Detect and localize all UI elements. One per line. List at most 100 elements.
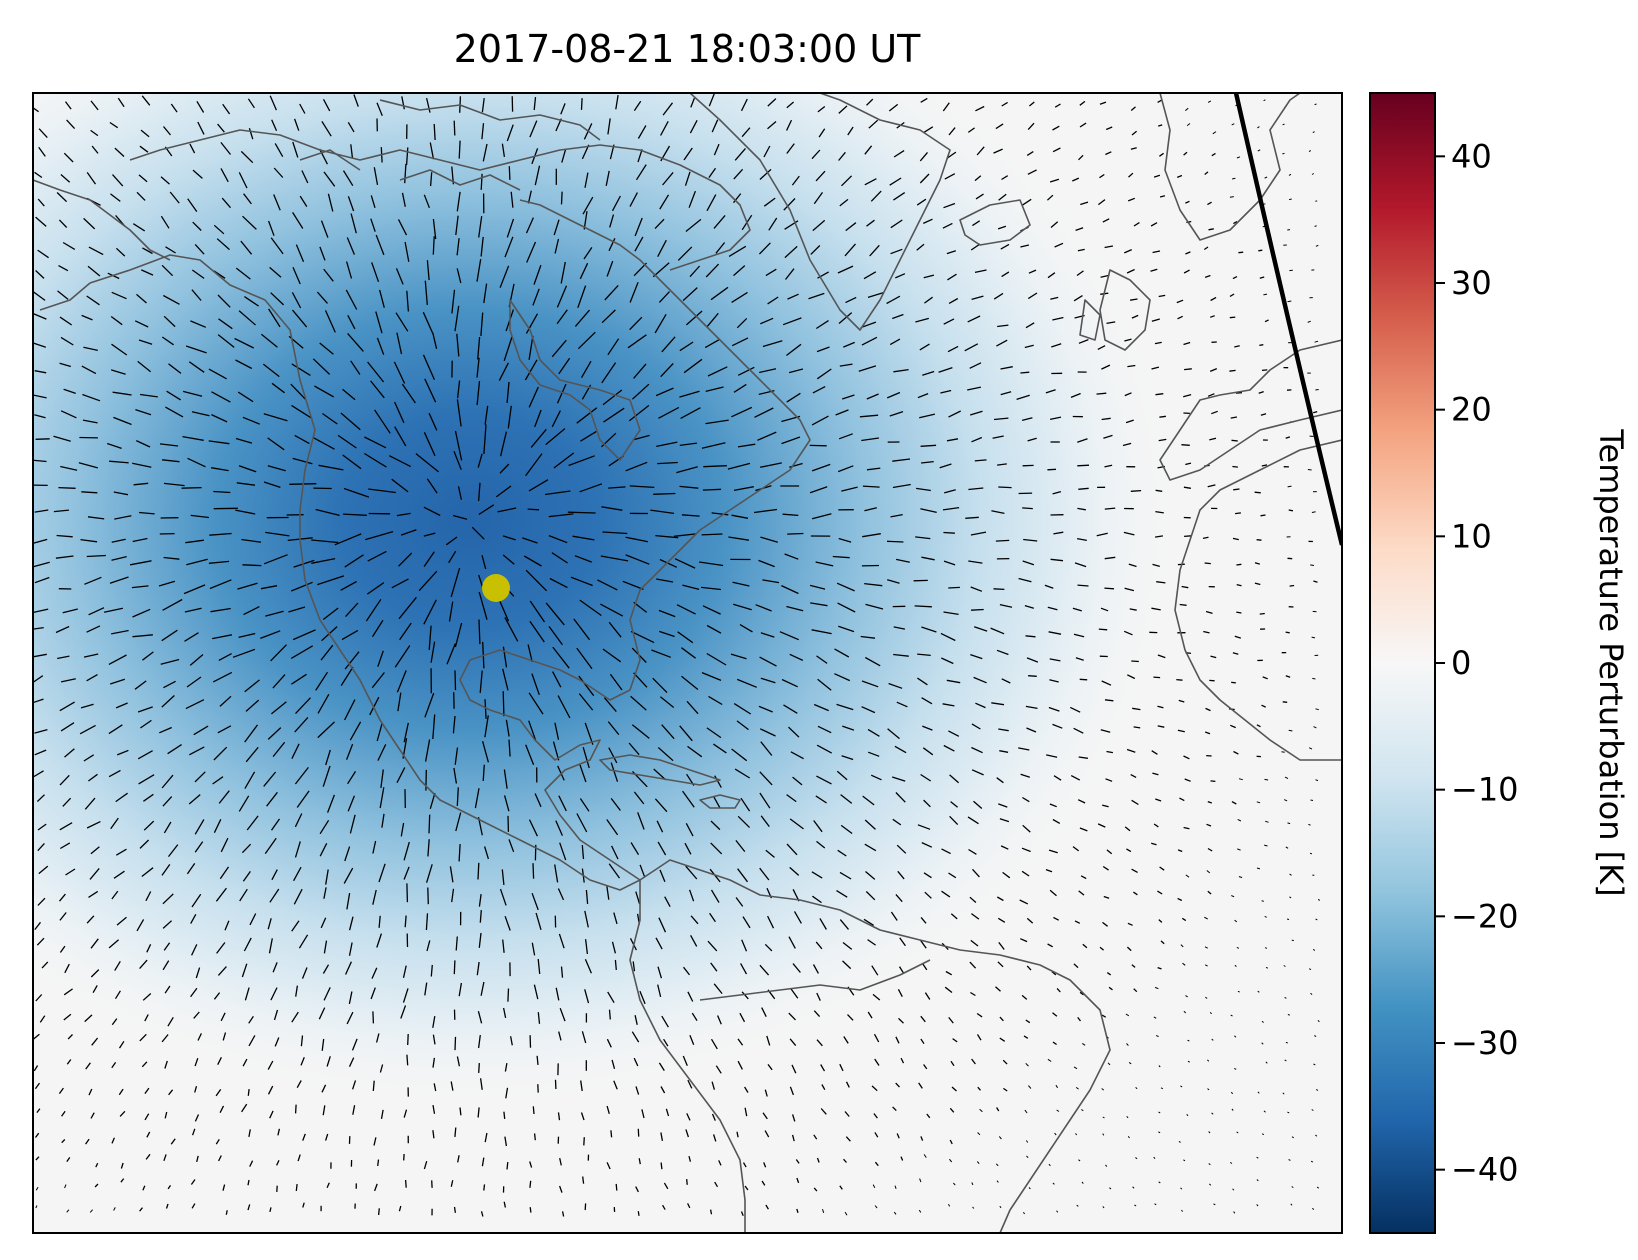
wind-vector [483, 424, 487, 454]
wind-vector [1053, 775, 1062, 781]
wind-vector [477, 1107, 480, 1118]
wind-vector [999, 818, 1010, 823]
wind-vector [35, 1186, 39, 1191]
wind-vector [239, 888, 248, 902]
wind-vector [1181, 585, 1189, 589]
wind-vector [685, 865, 698, 880]
wind-vector [88, 890, 99, 898]
wind-vector [946, 679, 961, 684]
wind-vector [477, 453, 483, 468]
wind-vector [319, 148, 328, 165]
wind-vector [997, 917, 1006, 923]
wind-vector [213, 490, 231, 494]
wind-vector [1238, 251, 1244, 254]
wind-vector [1237, 818, 1242, 822]
wind-vector [291, 404, 313, 420]
wind-vector [188, 361, 205, 373]
wind-vector [83, 217, 96, 230]
wind-vector [144, 1014, 149, 1022]
wind-vector [915, 536, 931, 540]
wind-vector [673, 533, 697, 537]
wind-vector [552, 646, 570, 669]
wind-vector [346, 1011, 354, 1025]
wind-vector [217, 966, 227, 976]
wind-vector [161, 336, 174, 346]
wind-vector [1287, 300, 1292, 303]
wind-vector [170, 103, 178, 113]
colorbar-tick-label: 0 [1451, 644, 1471, 682]
wind-vector [613, 1080, 618, 1090]
wind-vector [163, 1154, 167, 1162]
wind-vector [247, 98, 255, 109]
wind-vector [583, 247, 593, 260]
wind-vector [426, 478, 438, 494]
wind-vector [529, 1180, 532, 1188]
wind-vector [1024, 604, 1034, 609]
wind-vector [552, 741, 560, 761]
wind-vector [713, 743, 727, 754]
wind-vector [290, 581, 313, 592]
wind-vector [1025, 1019, 1031, 1024]
wind-vector [34, 921, 42, 931]
wind-vector [1077, 248, 1085, 252]
wind-vector [403, 866, 410, 880]
wind-vector [400, 1005, 407, 1019]
wind-vector [660, 120, 669, 136]
wind-vector [263, 554, 288, 565]
wind-vector [1080, 201, 1089, 206]
wind-vector [111, 555, 127, 561]
wind-vector [920, 1136, 924, 1141]
wind-vector [454, 747, 459, 765]
wind-vector [190, 987, 198, 998]
wind-vector [1104, 245, 1114, 249]
wind-vector [41, 961, 49, 969]
wind-vector [1285, 675, 1291, 678]
wind-vector [816, 840, 826, 849]
wind-vector [679, 341, 694, 352]
wind-vector [249, 913, 257, 926]
wind-vector [690, 915, 699, 925]
wind-vector [971, 746, 983, 754]
wind-vector [184, 632, 199, 642]
wind-vector [167, 1016, 174, 1027]
wind-vector [838, 537, 852, 543]
wind-vector [1054, 1132, 1057, 1136]
wind-vector [273, 1009, 279, 1021]
wind-vector [35, 270, 45, 279]
wind-vector [1078, 154, 1084, 161]
wind-vector [992, 435, 1004, 439]
wind-vector [39, 1015, 46, 1023]
wind-vector [136, 919, 145, 932]
wind-vector [217, 294, 231, 308]
wind-vector [1153, 1016, 1157, 1019]
wind-vector [533, 984, 539, 1000]
wind-vector [314, 385, 335, 398]
wind-vector [731, 337, 749, 347]
wind-vector [971, 436, 983, 443]
wind-vector [1283, 799, 1288, 802]
wind-vector [687, 745, 703, 758]
wind-vector [248, 1129, 251, 1138]
wind-vector [1256, 801, 1261, 804]
wind-vector [1185, 251, 1191, 255]
wind-vector [215, 1138, 220, 1145]
wind-vector [710, 1038, 718, 1050]
wind-vector [844, 1111, 850, 1117]
wind-vector [842, 725, 855, 731]
wind-vector [248, 1015, 254, 1024]
wind-vector [1310, 564, 1315, 566]
wind-vector [681, 675, 699, 691]
wind-vector [1073, 727, 1084, 734]
wind-vector [1205, 610, 1213, 615]
wind-vector [162, 920, 173, 929]
wind-vector [269, 1207, 272, 1213]
wind-vector [1133, 988, 1138, 993]
wind-vector [404, 915, 407, 928]
wind-vector [1157, 99, 1162, 103]
wind-vector [759, 771, 773, 786]
wind-vector [859, 414, 879, 418]
wind-vector [448, 550, 457, 564]
wind-vector [1022, 507, 1033, 510]
wind-vector [938, 366, 953, 373]
wind-vector [581, 845, 585, 860]
